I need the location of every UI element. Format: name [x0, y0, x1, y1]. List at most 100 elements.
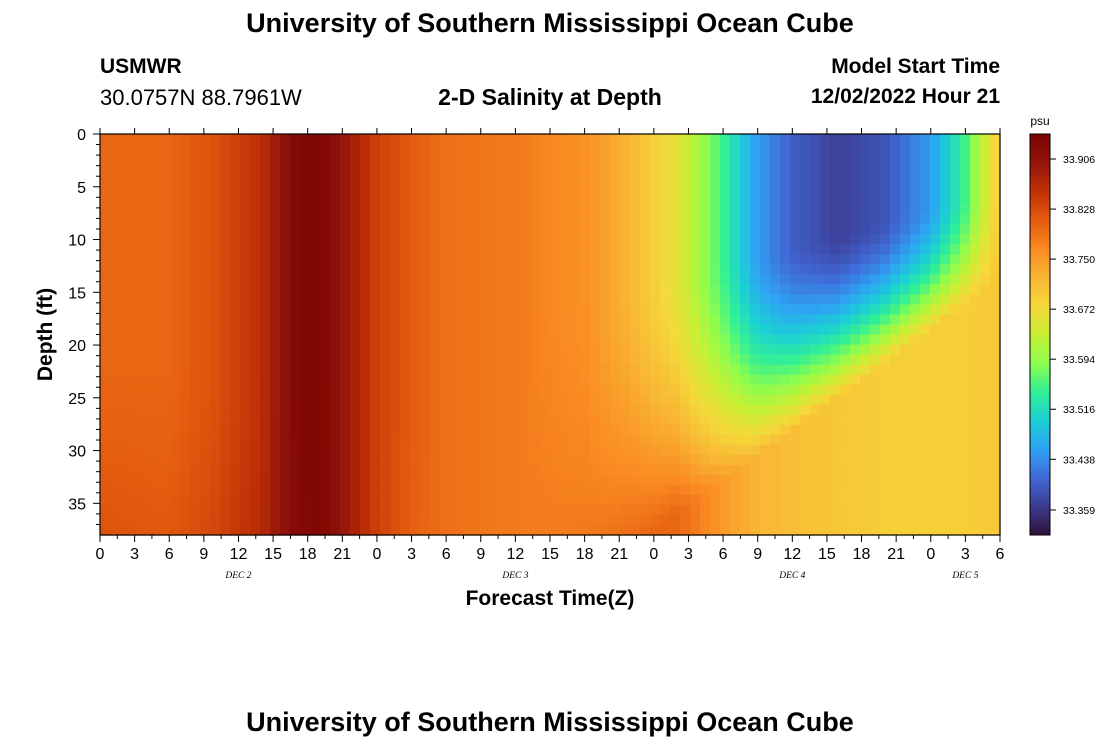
- heatmap-cell: [250, 454, 261, 466]
- heatmap-cell: [390, 304, 401, 316]
- heatmap-cell: [790, 374, 801, 386]
- heatmap-cell: [750, 434, 761, 446]
- heatmap-cell: [340, 254, 351, 265]
- heatmap-cell: [890, 254, 901, 265]
- heatmap-cell: [950, 224, 961, 235]
- heatmap-cell: [420, 264, 431, 275]
- heatmap-cell: [670, 304, 681, 316]
- heatmap-cell: [850, 264, 861, 275]
- heatmap-cell: [270, 184, 281, 195]
- heatmap-cell: [430, 144, 441, 155]
- heatmap-cell: [920, 234, 931, 245]
- heatmap-cell: [140, 314, 151, 326]
- heatmap-cell: [640, 284, 651, 296]
- heatmap-cell: [640, 184, 651, 195]
- heatmap-cell: [330, 364, 341, 376]
- heatmap-cell: [260, 214, 271, 225]
- heatmap-cell: [760, 234, 771, 245]
- heatmap-cell: [800, 244, 811, 255]
- heatmap-cell: [350, 274, 361, 285]
- heatmap-cell: [380, 204, 391, 215]
- heatmap-cell: [330, 254, 341, 265]
- heatmap-cell: [620, 144, 631, 155]
- heatmap-cell: [280, 354, 291, 366]
- heatmap-cell: [170, 194, 181, 205]
- heatmap-cell: [480, 204, 491, 215]
- heatmap-cell: [110, 214, 121, 225]
- heatmap-cell: [170, 204, 181, 215]
- heatmap-cell: [770, 164, 781, 175]
- heatmap-cell: [800, 274, 811, 285]
- heatmap-cell: [320, 144, 331, 155]
- heatmap-cell: [660, 464, 671, 476]
- heatmap-cell: [830, 284, 841, 296]
- heatmap-cell: [940, 224, 951, 235]
- heatmap-cell: [570, 464, 581, 476]
- heatmap-cell: [390, 344, 401, 356]
- heatmap-cell: [530, 414, 541, 426]
- heatmap-cell: [630, 304, 641, 316]
- heatmap-cell: [510, 504, 521, 516]
- heatmap-cell: [700, 214, 711, 225]
- heatmap-cell: [840, 134, 851, 145]
- heatmap-cell: [500, 144, 511, 155]
- heatmap-cell: [140, 154, 151, 165]
- heatmap-cell: [520, 484, 531, 496]
- heatmap-cell: [920, 204, 931, 215]
- heatmap-cell: [820, 224, 831, 235]
- heatmap-cell: [850, 174, 861, 185]
- heatmap-cell: [610, 514, 621, 526]
- heatmap-cell: [530, 244, 541, 255]
- heatmap-cell: [480, 194, 491, 205]
- heatmap-cell: [790, 174, 801, 185]
- heatmap-cell: [260, 394, 271, 406]
- heatmap-cell: [360, 244, 371, 255]
- heatmap-cell: [250, 424, 261, 436]
- heatmap-cell: [850, 204, 861, 215]
- heatmap-cell: [120, 264, 131, 275]
- heatmap-cell: [410, 404, 421, 416]
- heatmap-cell: [810, 454, 821, 466]
- heatmap-cell: [440, 474, 451, 486]
- heatmap-cell: [610, 494, 621, 506]
- heatmap-cell: [300, 484, 311, 496]
- heatmap-cell: [440, 134, 451, 145]
- heatmap-cell: [810, 254, 821, 265]
- heatmap-cell: [660, 194, 671, 205]
- heatmap-cell: [300, 514, 311, 526]
- heatmap-cell: [810, 284, 821, 296]
- heatmap-cell: [280, 494, 291, 506]
- heatmap-cell: [400, 414, 411, 426]
- heatmap-cell: [150, 204, 161, 215]
- heatmap-cell: [950, 234, 961, 245]
- heatmap-cell: [680, 264, 691, 275]
- heatmap-cell: [430, 334, 441, 346]
- heatmap-cell: [320, 394, 331, 406]
- heatmap-cell: [560, 304, 571, 316]
- heatmap-cell: [730, 304, 741, 316]
- heatmap-cell: [480, 274, 491, 285]
- heatmap-cell: [160, 364, 171, 376]
- heatmap-cell: [300, 344, 311, 356]
- heatmap-cell: [280, 274, 291, 285]
- heatmap-cell: [270, 474, 281, 486]
- heatmap-cell: [750, 134, 761, 145]
- heatmap-cell: [510, 254, 521, 265]
- heatmap-cell: [270, 374, 281, 386]
- heatmap-cell: [210, 334, 221, 346]
- heatmap-cell: [960, 384, 971, 396]
- heatmap-cell: [850, 504, 861, 516]
- heatmap-cell: [200, 234, 211, 245]
- heatmap-cell: [400, 194, 411, 205]
- heatmap-cell: [570, 324, 581, 336]
- heatmap-cell: [440, 154, 451, 165]
- heatmap-cell: [630, 284, 641, 296]
- heatmap-cell: [380, 214, 391, 225]
- heatmap-cell: [390, 194, 401, 205]
- heatmap-cell: [440, 174, 451, 185]
- heatmap-cell: [870, 254, 881, 265]
- heatmap-cell: [780, 154, 791, 165]
- heatmap-cell: [750, 484, 761, 496]
- heatmap-cell: [960, 164, 971, 175]
- heatmap-cell: [150, 374, 161, 386]
